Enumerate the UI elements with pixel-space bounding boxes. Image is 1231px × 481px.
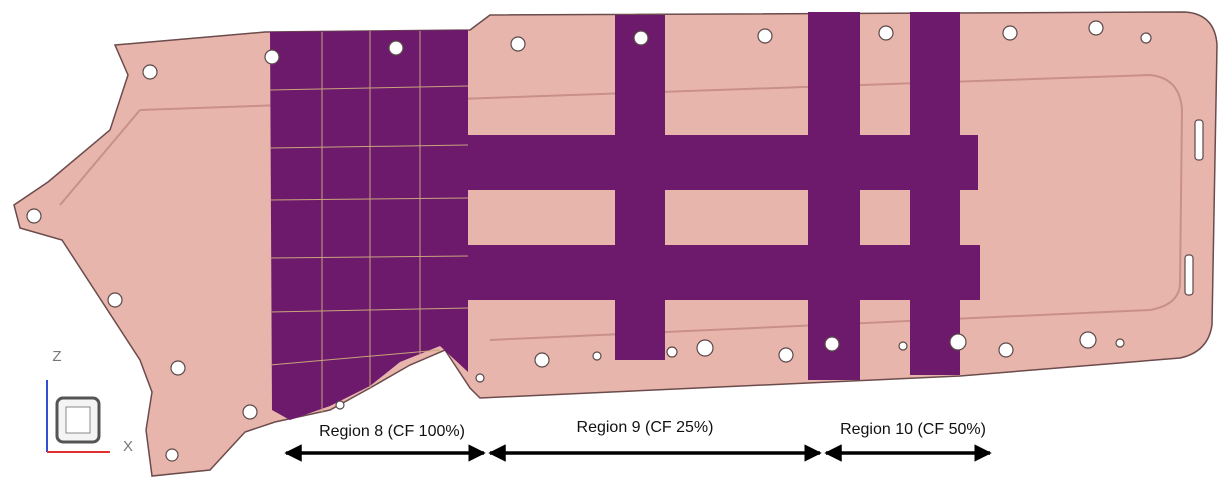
diagram: Z X Region 8 (CF 100%) Region 9 (CF 25%)… <box>0 0 1231 481</box>
band <box>468 135 978 190</box>
band <box>808 12 860 380</box>
axis-triad: Z X <box>47 348 133 455</box>
band <box>910 12 960 375</box>
band <box>615 15 665 360</box>
axis-label: X <box>123 438 133 455</box>
region-label: Region 10 (CF 50%) <box>840 421 986 438</box>
region-label: Region 9 (CF 25%) <box>577 419 714 436</box>
region-label: Region 8 (CF 100%) <box>319 423 465 440</box>
axis-label: Z <box>52 348 61 365</box>
band <box>468 245 980 300</box>
